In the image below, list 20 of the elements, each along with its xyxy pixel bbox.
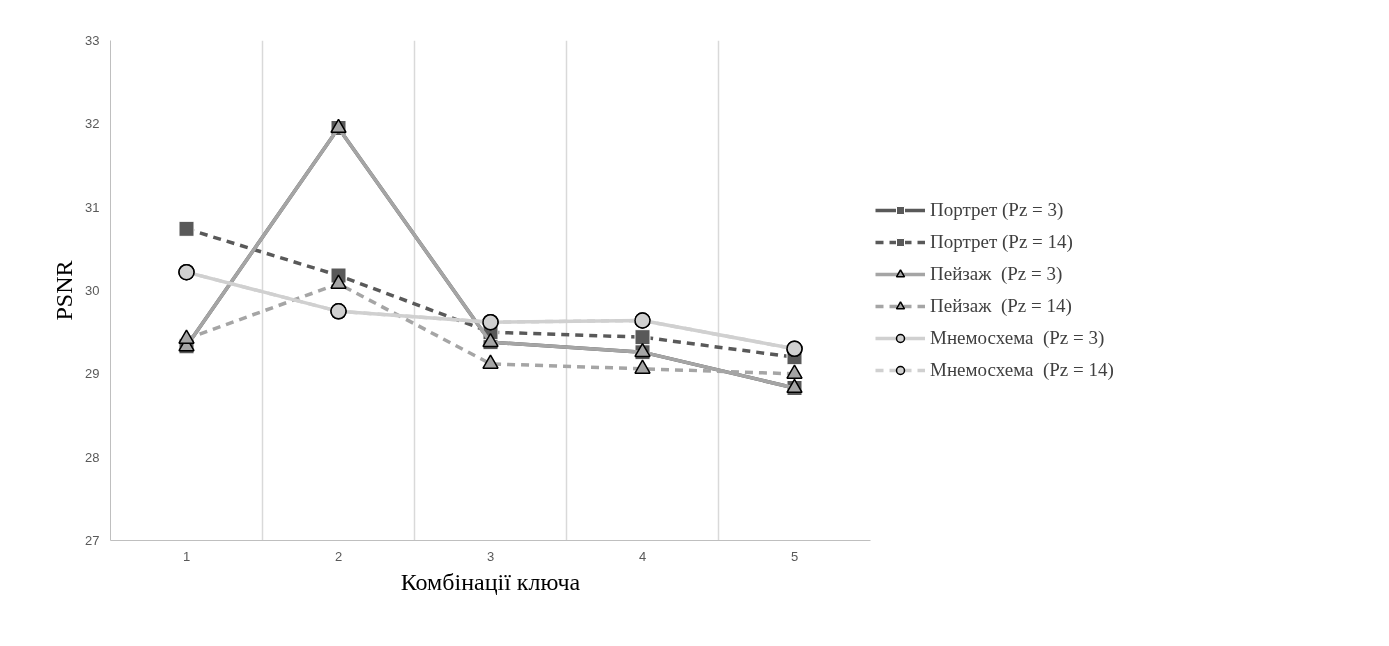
x-tick-label: 2 [334, 548, 343, 564]
y-tick-label: 31 [85, 199, 100, 215]
legend-label: Портрет (Pz = 14) [930, 231, 1073, 253]
x-tick-label: 5 [790, 548, 799, 564]
y-axis-title: PSNR [51, 260, 78, 321]
x-tick-label: 4 [638, 548, 647, 564]
y-tick-label: 30 [85, 283, 100, 298]
y-tick-label: 28 [85, 449, 100, 465]
legend-label: Портрет (Pz = 3) [930, 199, 1064, 221]
x-axis-title: Комбінації ключа [400, 568, 581, 595]
legend-label: Пейзаж (Pz = 3) [930, 263, 1063, 285]
legend-label: Пейзаж (Pz = 14) [930, 295, 1072, 317]
y-tick-label: 33 [85, 33, 100, 48]
legend-label: Мнемосхема (Pz = 14) [930, 359, 1114, 381]
y-tick-label: 29 [85, 366, 100, 382]
y-tick-label: 27 [85, 533, 100, 548]
x-tick-label: 3 [486, 548, 495, 564]
y-tick-label: 32 [85, 116, 100, 132]
legend-label: Мнемосхема (Pz = 3) [930, 327, 1105, 349]
x-tick-label: 1 [182, 548, 191, 564]
